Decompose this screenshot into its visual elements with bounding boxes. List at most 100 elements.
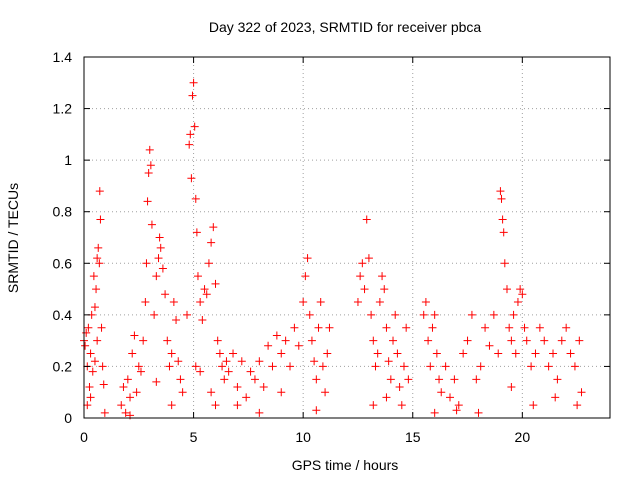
data-point — [323, 350, 331, 358]
data-point — [361, 285, 369, 293]
data-point — [501, 259, 509, 267]
x-axis-label: GPS time / hours — [292, 457, 399, 473]
data-point — [179, 388, 187, 396]
y-tick-label: 0.8 — [53, 204, 73, 220]
data-point — [398, 401, 406, 409]
data-point — [450, 375, 458, 383]
data-point — [207, 239, 215, 247]
data-point — [207, 388, 215, 396]
data-point — [133, 388, 141, 396]
data-point — [310, 357, 318, 365]
data-point — [159, 264, 167, 272]
data-point — [571, 362, 579, 370]
data-point — [455, 401, 463, 409]
data-point — [137, 368, 145, 376]
data-point — [82, 329, 90, 337]
data-point — [433, 350, 441, 358]
data-point — [96, 187, 104, 195]
data-point — [321, 388, 329, 396]
y-tick-label: 0.2 — [53, 358, 73, 374]
data-point — [264, 342, 272, 350]
data-point — [152, 272, 160, 280]
data-point — [168, 350, 176, 358]
data-point — [319, 362, 327, 370]
data-point — [183, 311, 191, 319]
data-point — [472, 375, 480, 383]
data-point — [553, 375, 561, 383]
data-point — [96, 215, 104, 223]
data-point — [150, 311, 158, 319]
data-point — [290, 324, 298, 332]
data-point — [393, 350, 401, 358]
x-tick-label: 10 — [295, 429, 311, 445]
data-point — [475, 409, 483, 417]
y-tick-label: 0.6 — [53, 255, 73, 271]
data-point — [428, 324, 436, 332]
data-point — [365, 254, 373, 262]
data-point — [325, 324, 333, 332]
data-point — [233, 383, 241, 391]
data-point — [453, 406, 461, 414]
data-point — [128, 350, 136, 358]
data-point — [494, 350, 502, 358]
data-point — [196, 368, 204, 376]
data-point — [139, 337, 147, 345]
data-point — [464, 337, 472, 345]
data-point — [437, 388, 445, 396]
y-tick-label: 1.4 — [53, 49, 73, 65]
data-point — [505, 324, 513, 332]
y-tick-label: 0.4 — [53, 307, 73, 323]
data-point — [196, 298, 204, 306]
data-point — [468, 311, 476, 319]
data-point — [163, 337, 171, 345]
data-point — [301, 272, 309, 280]
data-point — [229, 350, 237, 358]
data-point — [100, 380, 108, 388]
data-point — [203, 290, 211, 298]
data-point — [507, 337, 515, 345]
data-point — [385, 357, 393, 365]
data-point — [387, 375, 395, 383]
data-point — [277, 350, 285, 358]
data-point — [378, 272, 386, 280]
data-point — [124, 375, 132, 383]
data-point — [188, 92, 196, 100]
data-point — [422, 298, 430, 306]
data-point — [126, 393, 134, 401]
data-point — [87, 393, 95, 401]
data-point — [567, 350, 575, 358]
data-point — [101, 409, 109, 417]
data-point — [144, 197, 152, 205]
data-point — [170, 298, 178, 306]
data-point — [369, 401, 377, 409]
data-point — [218, 362, 226, 370]
data-point — [192, 362, 200, 370]
data-point — [255, 357, 263, 365]
data-point — [87, 350, 95, 358]
data-point — [562, 324, 570, 332]
data-point — [98, 324, 106, 332]
data-point — [531, 350, 539, 358]
data-point — [260, 383, 268, 391]
x-tick-label: 15 — [405, 429, 421, 445]
data-point — [500, 228, 508, 236]
data-point — [575, 337, 583, 345]
data-point — [157, 244, 165, 252]
data-point — [165, 362, 173, 370]
y-tick-label: 1 — [64, 152, 72, 168]
data-point — [146, 146, 154, 154]
data-point — [477, 362, 485, 370]
data-point — [518, 290, 526, 298]
data-point — [194, 272, 202, 280]
data-point — [507, 383, 515, 391]
data-point — [141, 298, 149, 306]
data-point — [315, 324, 323, 332]
data-point — [192, 195, 200, 203]
data-point — [135, 362, 143, 370]
data-point — [374, 350, 382, 358]
data-point — [91, 303, 99, 311]
data-point — [95, 259, 103, 267]
data-point — [172, 316, 180, 324]
data-point — [89, 368, 97, 376]
data-point — [540, 337, 548, 345]
